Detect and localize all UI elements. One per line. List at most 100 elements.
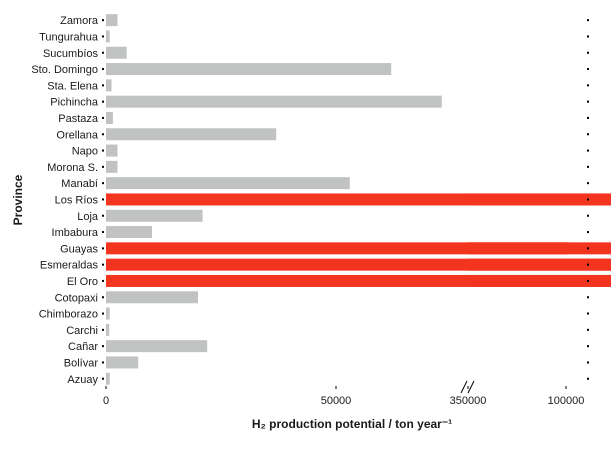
x-axis: 050000100000350000400000 — [102, 19, 589, 407]
province-labels: Zamora Tungurahua Sucumbíos Sto. Domingo Sta… — [31, 15, 99, 386]
y-tick-left — [102, 165, 104, 168]
x-tick-label: 100000 — [548, 395, 585, 407]
province-label: Pastaza — [58, 113, 99, 125]
province-label: El Oro — [67, 276, 98, 288]
y-tick-left — [102, 149, 104, 152]
axis-break-mark — [460, 380, 468, 394]
province-label: Cotopaxi — [55, 292, 98, 304]
bar-chimborazo — [106, 307, 110, 320]
x-tick-label: 0 — [103, 395, 109, 407]
y-tick-left — [102, 19, 104, 22]
bar-pichincha — [106, 95, 442, 108]
bar-manab — [106, 177, 350, 190]
province-label: Manabí — [61, 178, 98, 190]
bar-napo — [106, 144, 118, 157]
y-tick-right — [587, 68, 589, 71]
y-tick-left — [102, 214, 104, 217]
y-tick-right — [587, 296, 589, 299]
y-tick-right — [587, 231, 589, 234]
bars-group — [106, 14, 611, 385]
province-label: Bolívar — [64, 357, 99, 369]
bar-morona-s — [106, 160, 118, 173]
y-tick-left — [102, 345, 104, 348]
y-tick-right — [587, 214, 589, 217]
y-tick-left — [102, 51, 104, 54]
bar-guayas-continued — [468, 242, 570, 255]
y-tick-right — [587, 182, 589, 185]
province-label: Napo — [72, 146, 98, 158]
bar-carchi — [106, 323, 110, 336]
y-tick-right — [587, 133, 589, 136]
y-tick-left — [102, 116, 104, 119]
y-tick-left — [102, 361, 104, 364]
bar-pastaza — [106, 111, 113, 124]
province-label: Cañar — [68, 341, 98, 353]
bar-sto-domingo — [106, 63, 392, 76]
bar-ca-ar — [106, 340, 208, 353]
y-tick-right — [587, 116, 589, 119]
bar-cotopaxi — [106, 291, 198, 304]
province-label: Sto. Domingo — [31, 64, 98, 76]
y-tick-left — [102, 84, 104, 87]
province-label: Zamora — [60, 15, 99, 27]
y-tick-left — [102, 231, 104, 234]
y-tick-right — [587, 51, 589, 54]
y-tick-right — [587, 247, 589, 250]
y-tick-left — [102, 198, 104, 201]
province-label: Imbabura — [52, 227, 99, 239]
y-tick-left — [102, 377, 104, 380]
y-tick-left — [102, 279, 104, 282]
bar-bol-var — [106, 356, 139, 369]
y-tick-left — [102, 133, 104, 136]
axis-break-mark — [467, 380, 475, 394]
y-tick-left — [102, 68, 104, 71]
bar-sucumb-os — [106, 46, 127, 59]
y-tick-right — [587, 328, 589, 331]
province-label: Carchi — [66, 325, 98, 337]
province-label: Sucumbíos — [43, 48, 99, 60]
province-label: Sta. Elena — [47, 80, 99, 92]
x-axis-title: H₂ production potential / ton year⁻¹ — [252, 417, 452, 431]
y-tick-left — [102, 100, 104, 103]
bar-tungurahua — [106, 30, 110, 43]
y-axis-title: Province — [11, 174, 25, 225]
bar-sta-elena — [106, 79, 112, 92]
x-tick-label: 50000 — [321, 395, 352, 407]
bar-los-r-os-continued — [468, 193, 611, 206]
province-label: Chimborazo — [39, 309, 98, 321]
y-tick-right — [587, 312, 589, 315]
bar-imbabura — [106, 226, 152, 239]
province-label: Orellana — [56, 129, 98, 141]
bar-el-oro-continued — [468, 274, 611, 287]
y-tick-left — [102, 247, 104, 250]
y-tick-right — [587, 198, 589, 201]
y-tick-right — [587, 19, 589, 22]
y-tick-left — [102, 296, 104, 299]
province-label: Loja — [77, 211, 99, 223]
bar-azuay — [106, 372, 110, 385]
province-label: Morona S. — [47, 162, 98, 174]
y-tick-right — [587, 345, 589, 348]
y-tick-right — [587, 279, 589, 282]
province-label: Los Ríos — [55, 194, 99, 206]
y-tick-right — [587, 149, 589, 152]
province-label: Azuay — [67, 374, 98, 386]
province-label: Tungurahua — [39, 31, 99, 43]
bar-esmeraldas-continued — [468, 258, 611, 271]
y-tick-right — [587, 84, 589, 87]
y-tick-left — [102, 312, 104, 315]
y-tick-left — [102, 328, 104, 331]
province-label: Pichincha — [50, 97, 99, 109]
x-tick-label: 350000 — [450, 395, 487, 407]
y-tick-right — [587, 361, 589, 364]
y-tick-left — [102, 263, 104, 266]
bar-loja — [106, 209, 203, 222]
bar-orellana — [106, 128, 277, 141]
province-label: Guayas — [60, 243, 98, 255]
y-tick-left — [102, 35, 104, 38]
y-tick-right — [587, 35, 589, 38]
province-label: Esmeraldas — [40, 260, 99, 272]
y-tick-right — [587, 377, 589, 380]
